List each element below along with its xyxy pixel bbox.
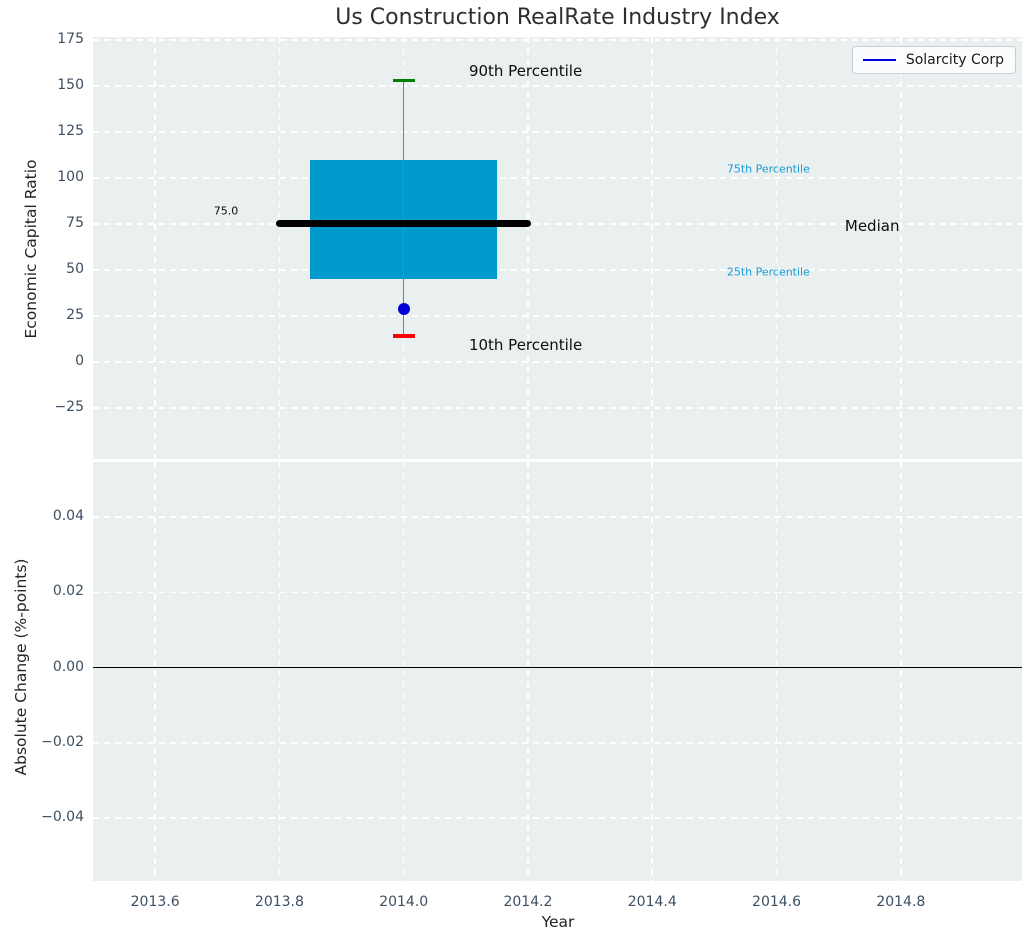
gridline-x xyxy=(278,37,281,459)
gridline-y xyxy=(93,177,1022,179)
gridline-y xyxy=(93,85,1022,87)
median-line xyxy=(275,220,532,228)
x-tick-label: 2014.2 xyxy=(503,894,553,910)
axes-economic-capital-ratio: Solarcity Corp 90th Percentile 10th Perce… xyxy=(93,37,1022,459)
annotation-25th-percentile: 25th Percentile xyxy=(726,265,810,279)
y-tick-label: 50 xyxy=(66,260,84,277)
y-tick-label: 0.02 xyxy=(52,583,84,600)
y-tick-label: 125 xyxy=(57,122,84,139)
gridline-y xyxy=(93,741,1022,744)
gridline-x xyxy=(278,462,281,881)
x-tick-label: 2014.0 xyxy=(379,894,429,910)
x-tick-label: 2013.8 xyxy=(254,894,304,910)
gridline-x xyxy=(154,462,156,881)
x-tick-label: 2014.6 xyxy=(752,894,802,910)
gridline-y xyxy=(93,223,1022,225)
annotation-90th-percentile: 90th Percentile xyxy=(468,62,583,81)
y-tick-label: −0.04 xyxy=(41,808,84,825)
annotation-median: Median xyxy=(844,216,900,235)
y-tick-label: −25 xyxy=(54,399,84,416)
gridline-y xyxy=(93,516,1022,519)
x-tick-label: 2014.8 xyxy=(876,894,926,910)
y-tick-label: −0.02 xyxy=(41,733,84,750)
p10-cap xyxy=(392,334,415,339)
gridline-x xyxy=(154,37,156,459)
y-tick-label: 25 xyxy=(66,307,84,323)
whisker-line xyxy=(403,80,405,337)
annotation-10th-percentile: 10th Percentile xyxy=(468,336,583,355)
legend-label: Solarcity Corp xyxy=(905,52,1004,68)
gridline-x xyxy=(651,37,654,459)
annotation-75-0: 75.0 xyxy=(213,204,239,218)
y-axis-label-top: Economic Capital Ratio xyxy=(22,159,40,339)
gridline-x xyxy=(775,462,778,881)
gridline-y xyxy=(93,39,1022,41)
y-tick-label: 100 xyxy=(57,168,84,185)
y-tick-label: 0 xyxy=(75,353,84,369)
y-tick-label: 75 xyxy=(66,214,84,231)
annotation-75th-percentile: 75th Percentile xyxy=(726,162,810,176)
gridline-x xyxy=(651,462,654,881)
gridline-y xyxy=(93,269,1022,271)
gridline-y xyxy=(93,361,1022,363)
legend: Solarcity Corp xyxy=(851,46,1016,74)
chart-title: Us Construction RealRate Industry Index xyxy=(335,5,780,30)
gridline-y xyxy=(93,315,1022,317)
gridline-y xyxy=(93,817,1022,819)
gridline-y xyxy=(93,407,1022,409)
gridline-y xyxy=(93,591,1022,594)
x-tick-label: 2014.4 xyxy=(627,894,677,910)
y-tick-label: 150 xyxy=(57,76,84,93)
company-dot xyxy=(397,302,410,315)
axes-absolute-change xyxy=(93,462,1022,881)
gridline-y xyxy=(93,131,1022,133)
x-tick-label: 2013.6 xyxy=(130,894,180,910)
zero-line xyxy=(93,666,1022,669)
x-axis-label: Year xyxy=(541,913,575,931)
gridline-x xyxy=(527,462,529,881)
y-tick-label: 0.00 xyxy=(52,658,84,675)
gridline-x xyxy=(900,37,902,459)
gridline-x xyxy=(402,462,405,881)
y-axis-label-bottom: Absolute Change (%-points) xyxy=(12,558,30,776)
legend-line-sample xyxy=(862,59,896,61)
gridline-x xyxy=(775,37,778,459)
y-tick-label: 0.04 xyxy=(52,508,84,525)
y-tick-label: 175 xyxy=(57,30,84,47)
gridline-x xyxy=(527,37,529,459)
gridline-x xyxy=(900,462,902,881)
p90-cap xyxy=(392,78,415,83)
